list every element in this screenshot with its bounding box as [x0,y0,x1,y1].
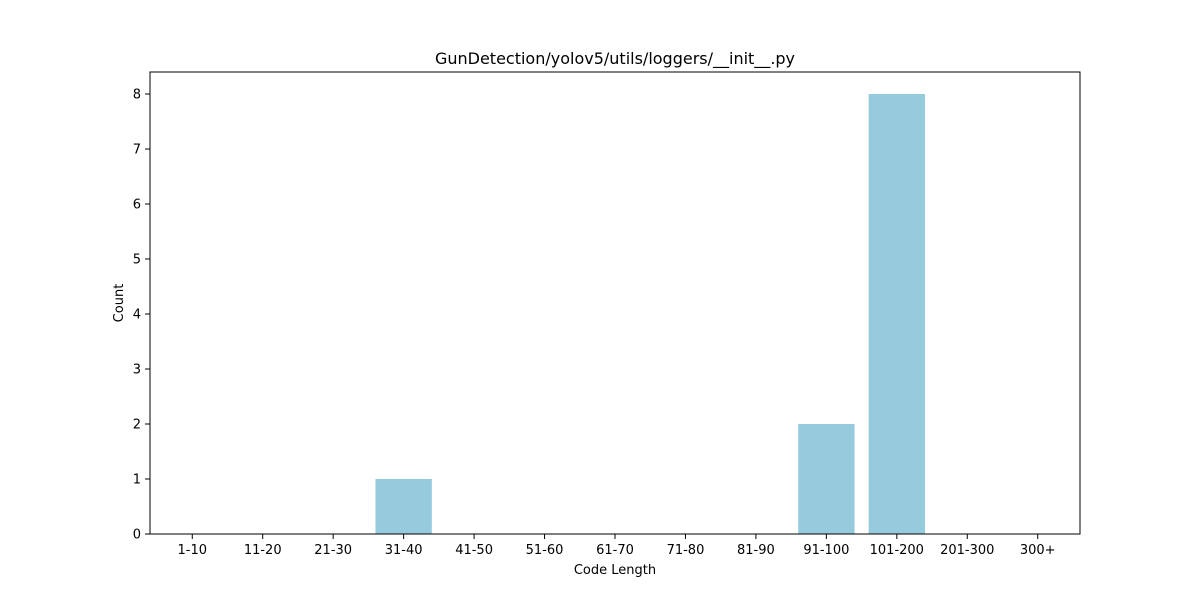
chart-title: GunDetection/yolov5/utils/loggers/__init… [435,49,795,69]
x-axis-ticks: 1-10 11-20 21-30 31-40 41-50 51-60 61-70 71-80 8… [178,534,1056,558]
x-tick-label: 41-50 [455,543,493,558]
x-axis-label: Code Length [574,563,656,578]
x-tick-label: 61-70 [596,543,634,558]
x-tick-label: 101-200 [870,543,924,558]
x-tick-label: 81-90 [737,543,775,558]
y-tick-label: 6 [133,198,141,213]
x-tick-label: 11-20 [244,543,282,558]
bar-91-100 [798,424,855,534]
y-axis-label: Count [112,284,127,323]
y-tick-label: 3 [133,363,141,378]
x-tick-label: 31-40 [385,543,423,558]
bar-31-40 [375,479,432,534]
y-tick-label: 5 [133,253,141,268]
y-tick-label: 8 [133,88,141,103]
x-tick-label: 300+ [1020,543,1056,558]
y-tick-label: 0 [133,528,141,543]
x-tick-label: 91-100 [803,543,849,558]
bar-101-200 [868,94,925,534]
plot-area-frame [149,71,1081,535]
y-axis-ticks: 0 1 2 3 4 5 6 7 8 [133,88,150,543]
y-tick-label: 1 [133,473,141,488]
x-tick-label: 1-10 [178,543,208,558]
x-tick-label: 71-80 [667,543,705,558]
x-tick-label: 51-60 [526,543,564,558]
y-tick-label: 2 [133,418,141,433]
y-tick-label: 7 [133,143,141,158]
x-tick-label: 201-300 [940,543,994,558]
x-tick-label: 21-30 [314,543,352,558]
y-tick-label: 4 [133,308,141,323]
bars-group [375,94,925,534]
